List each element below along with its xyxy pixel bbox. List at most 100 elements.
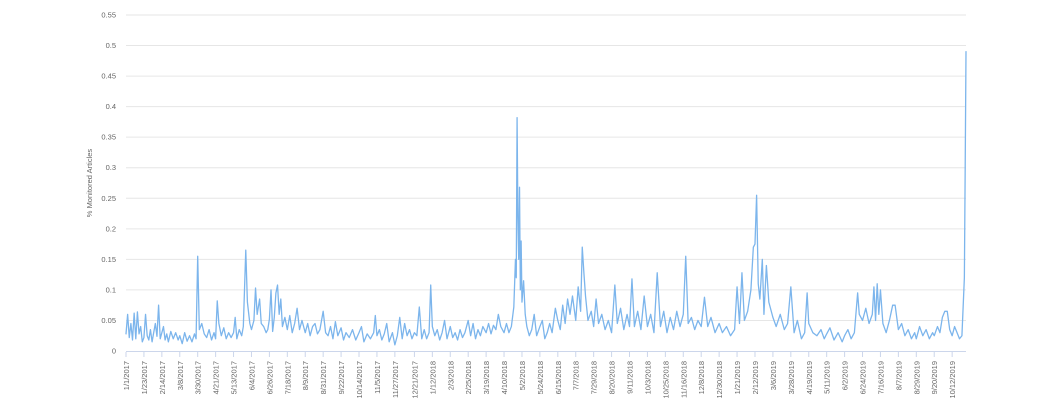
data-point bbox=[631, 278, 632, 279]
data-point bbox=[349, 337, 350, 338]
data-point bbox=[763, 314, 764, 315]
data-point bbox=[145, 314, 146, 315]
data-point bbox=[736, 286, 737, 287]
data-point bbox=[947, 311, 948, 312]
data-point bbox=[272, 331, 273, 332]
data-point bbox=[156, 336, 157, 337]
data-point bbox=[399, 317, 400, 318]
data-point bbox=[386, 323, 387, 324]
data-point bbox=[279, 314, 280, 315]
data-point bbox=[269, 319, 270, 320]
data-point bbox=[148, 339, 149, 340]
data-point bbox=[199, 329, 200, 330]
data-point bbox=[722, 332, 723, 333]
data-point bbox=[683, 314, 684, 315]
data-point bbox=[925, 329, 926, 330]
data-point bbox=[280, 298, 281, 299]
data-point bbox=[557, 320, 558, 321]
data-point bbox=[319, 329, 320, 330]
data-point bbox=[707, 326, 708, 327]
data-point bbox=[525, 314, 526, 315]
data-point bbox=[604, 329, 605, 330]
x-tick-label: 10/14/2017 bbox=[355, 361, 364, 399]
data-point bbox=[851, 338, 852, 339]
data-point bbox=[213, 332, 214, 333]
data-point bbox=[647, 326, 648, 327]
data-point bbox=[428, 332, 429, 333]
data-point bbox=[270, 289, 271, 290]
data-point bbox=[575, 320, 576, 321]
data-point bbox=[184, 332, 185, 333]
data-point bbox=[934, 335, 935, 336]
data-point bbox=[434, 335, 435, 336]
x-tick-label: 11/5/2017 bbox=[373, 361, 382, 394]
data-point bbox=[666, 332, 667, 333]
data-point bbox=[837, 332, 838, 333]
data-point bbox=[549, 323, 550, 324]
data-point bbox=[325, 332, 326, 333]
x-tick-label: 10/12/2019 bbox=[948, 361, 957, 399]
data-point bbox=[182, 343, 183, 344]
data-point bbox=[477, 329, 478, 330]
y-tick-label: 0.15 bbox=[101, 255, 116, 264]
data-point bbox=[452, 337, 453, 338]
data-point bbox=[829, 327, 830, 328]
data-point bbox=[189, 335, 190, 336]
x-tick-label: 1/21/2019 bbox=[733, 361, 742, 394]
data-point bbox=[158, 305, 159, 306]
data-point bbox=[294, 323, 295, 324]
data-point bbox=[544, 338, 545, 339]
data-point bbox=[608, 320, 609, 321]
data-point bbox=[389, 341, 390, 342]
x-tick-label: 6/2/2019 bbox=[841, 361, 850, 390]
data-point bbox=[335, 321, 336, 322]
x-tick-label: 11/16/2018 bbox=[679, 361, 688, 398]
y-tick-label: 0.25 bbox=[101, 194, 116, 203]
data-point bbox=[824, 338, 825, 339]
data-point bbox=[259, 298, 260, 299]
data-point bbox=[562, 305, 563, 306]
data-point bbox=[274, 317, 275, 318]
data-point bbox=[480, 335, 481, 336]
data-point bbox=[868, 323, 869, 324]
data-point bbox=[446, 338, 447, 339]
x-tick-label: 6/24/2019 bbox=[859, 361, 868, 394]
data-point bbox=[520, 289, 521, 290]
data-point bbox=[880, 289, 881, 290]
data-point bbox=[153, 332, 154, 333]
data-point bbox=[312, 326, 313, 327]
x-tick-label: 7/7/2018 bbox=[572, 361, 581, 390]
x-tick-label: 5/13/2017 bbox=[230, 361, 239, 394]
data-point bbox=[375, 315, 376, 316]
data-point bbox=[762, 259, 763, 260]
data-point bbox=[226, 338, 227, 339]
x-tick-label: 9/20/2019 bbox=[930, 361, 939, 394]
data-point bbox=[486, 332, 487, 333]
x-tick-label: 11/27/2017 bbox=[391, 361, 400, 398]
data-point bbox=[179, 335, 180, 336]
x-tick-label: 12/21/2017 bbox=[410, 361, 419, 399]
data-point bbox=[243, 326, 244, 327]
data-point bbox=[673, 329, 674, 330]
data-point bbox=[542, 320, 543, 321]
data-point bbox=[261, 323, 262, 324]
data-point bbox=[895, 305, 896, 306]
x-tick-label: 1/12/2018 bbox=[428, 361, 437, 394]
data-point bbox=[965, 167, 966, 168]
data-point bbox=[539, 326, 540, 327]
data-point bbox=[793, 332, 794, 333]
data-point bbox=[875, 320, 876, 321]
x-tick-label: 8/9/2017 bbox=[301, 361, 310, 390]
data-point bbox=[908, 329, 909, 330]
data-point bbox=[714, 332, 715, 333]
data-point bbox=[637, 311, 638, 312]
data-point bbox=[753, 247, 754, 248]
data-point bbox=[857, 292, 858, 293]
data-point bbox=[282, 326, 283, 327]
x-tick-label: 1/23/2017 bbox=[140, 361, 149, 394]
data-point bbox=[187, 341, 188, 342]
data-point bbox=[430, 284, 431, 285]
data-point bbox=[498, 314, 499, 315]
y-tick-label: 0.55 bbox=[101, 11, 116, 20]
data-point bbox=[221, 335, 222, 336]
